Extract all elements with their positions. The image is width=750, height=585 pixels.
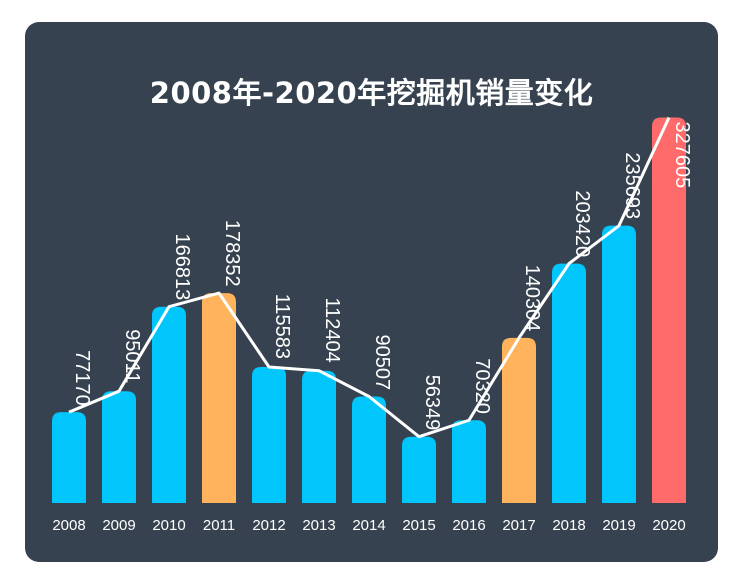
x-tick-2014: 2014 xyxy=(352,517,385,534)
x-tick-2020: 2020 xyxy=(652,517,685,534)
bar-2008 xyxy=(52,412,86,503)
bar-2015 xyxy=(402,436,436,503)
value-label-2012: 115583 xyxy=(271,294,293,359)
value-label-2015: 56349 xyxy=(421,375,443,431)
value-label-2008: 77170 xyxy=(71,350,93,406)
value-label-2017: 140304 xyxy=(521,265,543,332)
bar-2016 xyxy=(452,420,486,503)
value-label-2019: 235693 xyxy=(621,152,643,219)
x-tick-2008: 2008 xyxy=(52,517,85,534)
bar-2014 xyxy=(352,396,386,503)
x-tick-2013: 2013 xyxy=(302,517,335,534)
value-label-2014: 90507 xyxy=(371,334,393,390)
x-tick-2011: 2011 xyxy=(203,517,235,534)
value-label-2016: 70320 xyxy=(471,358,493,414)
chart-card: 2008年-2020年挖掘机销量变化 77170 95011 166813 17835… xyxy=(25,22,718,562)
value-label-2009: 95011 xyxy=(121,329,143,383)
x-tick-2017: 2017 xyxy=(502,517,535,534)
value-label-2011: 178352 xyxy=(221,220,243,287)
bar-2012 xyxy=(252,366,286,503)
bar-2018 xyxy=(552,263,586,503)
x-tick-2009: 2009 xyxy=(102,517,135,534)
value-label-2010: 166813 xyxy=(171,233,193,300)
trend-line xyxy=(68,116,671,439)
x-tick-2010: 2010 xyxy=(152,517,185,534)
x-tick-2016: 2016 xyxy=(452,517,485,534)
x-tick-2019: 2019 xyxy=(602,517,635,534)
bar-2019 xyxy=(602,225,636,504)
value-label-2013: 112404 xyxy=(321,298,343,363)
bar-2010 xyxy=(152,306,186,503)
value-label-2018: 203420 xyxy=(571,190,593,257)
bar-2017 xyxy=(502,337,536,503)
chart-title: 2008年-2020年挖掘机销量变化 xyxy=(149,76,594,110)
x-tick-2018: 2018 xyxy=(552,517,585,534)
bar-2020 xyxy=(652,117,686,503)
bar-2013 xyxy=(302,370,336,503)
bar-2009 xyxy=(102,391,136,503)
value-label-2020: 327605 xyxy=(671,121,693,188)
x-tick-2012: 2012 xyxy=(252,517,285,534)
bar-2011 xyxy=(202,293,236,503)
bar-chart: 77170 95011 166813 178352 115583 112404 90507 5… xyxy=(52,116,693,534)
x-tick-2015: 2015 xyxy=(402,517,435,534)
